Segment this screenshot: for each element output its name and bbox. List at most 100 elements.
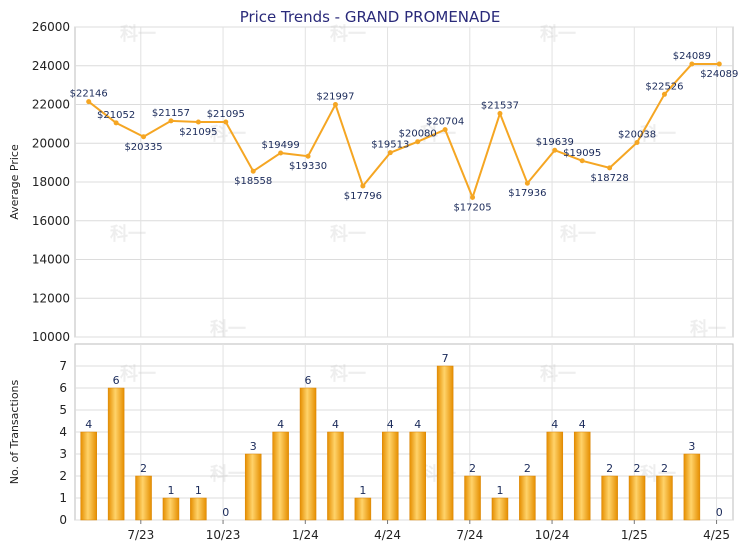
price-data-label: $20335 (124, 142, 162, 153)
transaction-bar (162, 497, 180, 521)
price-data-label: $17796 (344, 191, 382, 202)
y-tick-label: 5 (59, 403, 67, 417)
watermark-text: 科一 (120, 23, 156, 45)
bar-data-label: 4 (414, 418, 421, 431)
transaction-bar (409, 431, 426, 521)
price-data-label: $22146 (70, 89, 108, 100)
bar-data-label: 4 (332, 418, 339, 431)
price-point (716, 61, 722, 67)
watermark-text: 科一 (210, 123, 246, 145)
price-data-label: $24089 (673, 51, 711, 62)
bar-data-label: 1 (359, 484, 366, 497)
x-axis-ticks: 7/23 10/23 1/24 4/24 7/24 10/24 1/25 4/25 (127, 520, 730, 542)
line-series (86, 61, 722, 201)
price-point (634, 140, 640, 146)
transaction-bar (190, 497, 207, 521)
watermark-text: 科一 (540, 23, 576, 45)
line-y-axis-label: Average Price (8, 144, 21, 220)
x-tick-label: 10/23 (206, 528, 241, 542)
price-point (661, 91, 667, 97)
bar-data-label: 4 (85, 418, 92, 431)
line-y-ticks: 10000 12000 14000 16000 18000 20000 22000 24000… (32, 20, 70, 344)
price-point (278, 150, 284, 156)
y-tick-label: 4 (59, 425, 67, 439)
watermark-text: 科一 (540, 363, 576, 385)
y-tick-label: 22000 (32, 98, 70, 112)
price-data-label: $19639 (536, 137, 574, 148)
bar-data-label: 1 (496, 484, 503, 497)
bar-data-label: 6 (305, 374, 312, 387)
transaction-bar (546, 431, 564, 521)
bar-data-label: 3 (688, 440, 695, 453)
bar-data-label: 2 (469, 462, 476, 475)
watermark-text: 科一 (640, 123, 676, 145)
bar-data-label: 7 (442, 352, 449, 365)
price-data-label: $22526 (645, 81, 683, 92)
bar-data-label: 0 (222, 506, 229, 519)
watermark-text: 科一 (330, 23, 366, 45)
bar-data-label: 1 (195, 484, 202, 497)
price-data-label: $17936 (508, 188, 546, 199)
x-tick-label: 1/25 (621, 528, 648, 542)
x-tick-label: 4/24 (374, 528, 401, 542)
price-data-label: $20704 (426, 117, 464, 128)
bar-data-label: 4 (277, 418, 284, 431)
transaction-bar (464, 475, 481, 521)
price-data-label: $18728 (591, 173, 629, 184)
price-data-label: $20080 (399, 129, 437, 140)
transaction-bar (272, 431, 289, 521)
x-tick-label: 10/24 (535, 528, 570, 542)
price-point (470, 194, 476, 200)
price-point (305, 153, 311, 159)
price-point (195, 119, 201, 125)
price-point (497, 110, 503, 116)
bar-data-label: 2 (140, 462, 147, 475)
x-tick-label: 1/24 (292, 528, 319, 542)
bar-series (80, 365, 701, 521)
transaction-bar (107, 387, 125, 521)
price-data-label: $21997 (316, 92, 354, 103)
price-point (86, 99, 92, 105)
y-tick-label: 7 (59, 359, 67, 373)
price-point (360, 183, 366, 189)
price-data-label: $19499 (262, 140, 300, 151)
y-tick-label: 6 (59, 381, 67, 395)
price-point (141, 134, 147, 140)
bar-data-label: 3 (250, 440, 257, 453)
y-tick-label: 16000 (32, 214, 70, 228)
price-data-label: $18558 (234, 176, 272, 187)
y-tick-label: 0 (59, 513, 67, 527)
bar-y-ticks: 0 1 2 3 4 5 6 7 (59, 359, 67, 527)
bar-grid (75, 344, 733, 521)
bar-data-label: 4 (551, 418, 558, 431)
transaction-bar (656, 475, 673, 521)
price-line (88, 63, 720, 201)
bar-data-label: 6 (113, 374, 120, 387)
watermark-text: 科一 (210, 463, 246, 485)
bar-data-label: 2 (634, 462, 641, 475)
price-point (223, 119, 229, 125)
price-point (168, 118, 174, 124)
watermark-text: 科一 (330, 363, 366, 385)
transaction-bar (573, 431, 591, 521)
bar-data-label: 2 (661, 462, 668, 475)
transaction-bar (327, 431, 344, 521)
bar-data-label: 1 (167, 484, 174, 497)
transaction-bar (628, 475, 646, 521)
transaction-bar (683, 453, 701, 521)
transaction-bar (299, 387, 317, 521)
y-tick-label: 12000 (32, 291, 70, 305)
price-data-label: $21537 (481, 100, 519, 111)
price-point (415, 139, 421, 145)
watermark-text: 科一 (690, 318, 726, 340)
transaction-bar (519, 475, 536, 521)
bar-data-label: 0 (716, 506, 723, 519)
y-tick-label: 18000 (32, 175, 70, 189)
watermark-text: 科一 (120, 363, 156, 385)
price-data-label: $19513 (371, 140, 409, 151)
price-point (387, 150, 393, 156)
price-data-label: $17205 (453, 202, 491, 213)
price-data-label: $19330 (289, 161, 327, 172)
transaction-bar (382, 431, 399, 521)
